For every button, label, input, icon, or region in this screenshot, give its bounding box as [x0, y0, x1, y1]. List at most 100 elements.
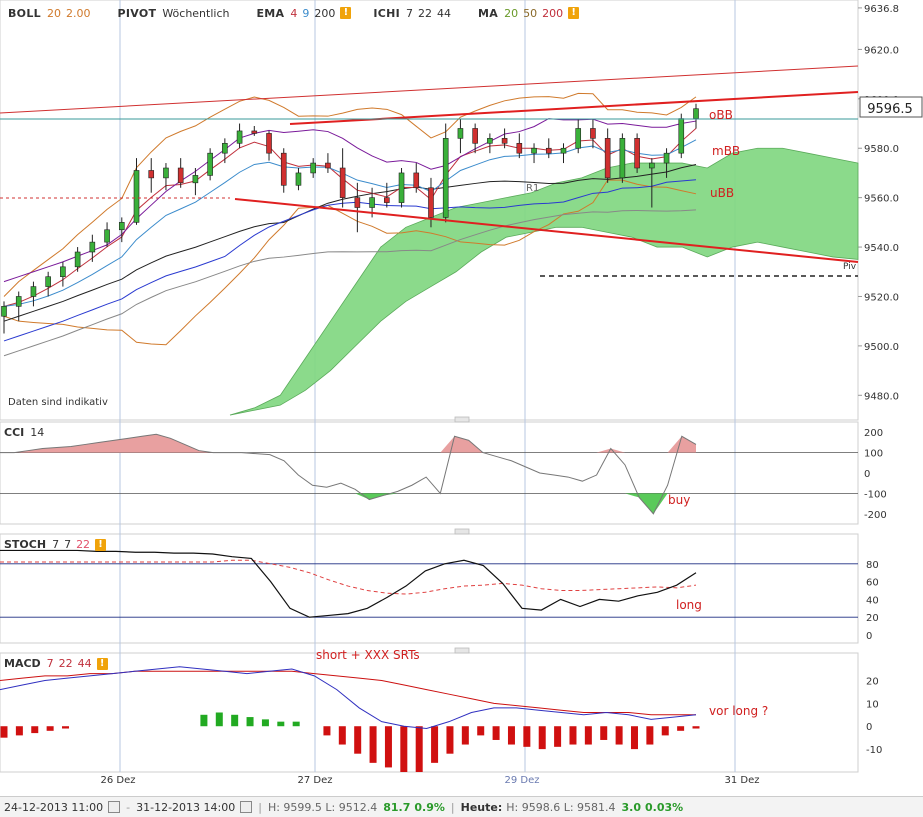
indicator-ema[interactable]: EMA 4 9 200!: [256, 6, 352, 20]
indicator-name: BOLL: [8, 6, 41, 20]
x-tick-label: 27 Dez: [297, 775, 332, 786]
macd-histogram-bar: [692, 726, 700, 729]
stoch-warning-icon[interactable]: !: [95, 538, 107, 551]
macd-histogram-bar: [215, 712, 223, 727]
stoch-tick-label: 60: [866, 578, 879, 589]
stoch-tick-label: 0: [866, 631, 872, 642]
macd-title: MACD 7 22 44 !: [4, 657, 108, 670]
macd-histogram-bar: [569, 726, 577, 745]
macd-histogram-bar: [630, 726, 638, 750]
indicator-name: EMA: [256, 6, 285, 20]
macd-histogram-bar: [15, 726, 23, 736]
candle-body: [590, 128, 596, 139]
cci-tick-label: 200: [864, 428, 883, 439]
indicator-ma[interactable]: MA 20 50 200!: [478, 7, 580, 20]
indicator-param: 9: [302, 6, 310, 20]
candle-body: [413, 172, 420, 189]
macd-histogram-bar: [446, 726, 454, 754]
candle-body: [487, 138, 493, 144]
candle-body: [398, 172, 405, 203]
candle-body: [442, 138, 449, 218]
macd-histogram-bar: [677, 726, 685, 731]
macd-histogram-bar: [615, 726, 623, 745]
today-change-pct: 0.03%: [645, 800, 684, 814]
warning-icon[interactable]: !: [340, 7, 352, 19]
cci-title: CCI 14: [4, 426, 49, 439]
macd-param-1: 7: [46, 657, 54, 670]
calendar-from-icon[interactable]: [108, 801, 121, 813]
candle-body: [251, 130, 258, 134]
candle-body: [604, 138, 611, 179]
indicator-ichi[interactable]: ICHI 7 22 44: [373, 7, 456, 20]
macd-tick-label: 10: [866, 699, 879, 710]
x-tick-label: 31 Dez: [724, 775, 759, 786]
price-tick-label: 9636.8: [864, 4, 899, 15]
x-tick-label: 26 Dez: [100, 775, 135, 786]
stoch-long-label: long: [676, 598, 702, 612]
candle-body: [428, 187, 434, 218]
candle-body: [619, 138, 626, 179]
macd-name: MACD: [4, 657, 41, 670]
candle-body: [663, 152, 670, 164]
candle-body: [148, 170, 155, 179]
macd-histogram-bar: [200, 714, 208, 727]
price-tick-label: 9520.0: [864, 292, 899, 303]
stoch-k-line: [0, 549, 697, 618]
candle-body: [60, 266, 66, 278]
cci-tick-label: 0: [864, 469, 870, 480]
price-tick-label: 9540.0: [864, 243, 899, 254]
candle-body: [163, 167, 169, 179]
macd-warning-icon[interactable]: !: [96, 657, 108, 670]
chart-canvas[interactable]: 26 Dez 27 Dez 29 Dez 31 Dez 9636.8 9620.0 9 60 0…: [0, 0, 923, 796]
cci-name: CCI: [4, 426, 25, 439]
today-change: 3.0: [621, 800, 642, 814]
cci-param: 14: [30, 426, 45, 439]
indicator-param: 44: [437, 6, 452, 20]
macd-vorlong-label: vor long ?: [709, 704, 768, 718]
ichimoku-line: [3, 118, 697, 283]
macd-histogram-bar: [661, 726, 669, 736]
warning-icon[interactable]: !: [568, 7, 580, 19]
stoch-title: STOCH 7 7 22 !: [4, 538, 107, 551]
current-price-box: [859, 96, 923, 118]
macd-histogram-bar: [400, 726, 408, 772]
price-tick-label: 9620.0: [864, 45, 899, 56]
calendar-to-icon[interactable]: [240, 801, 253, 813]
candle-body: [678, 118, 685, 154]
candle-body: [354, 197, 361, 208]
candle-body: [89, 241, 96, 253]
macd-line: [0, 666, 697, 730]
today-separator: |: [450, 800, 455, 814]
macd-histogram-bar: [461, 726, 469, 745]
macd-histogram-bar: [292, 721, 300, 727]
macd-histogram-bar: [354, 726, 362, 754]
candle-body: [236, 130, 243, 144]
cci-buy-label: buy: [668, 493, 690, 507]
macd-histogram-bar: [584, 726, 592, 745]
date-from[interactable]: 24-12-2013 11:00: [4, 800, 104, 814]
indicator-pivot[interactable]: PIVOT Wöchentlich: [117, 7, 234, 20]
macd-histogram-bar: [507, 726, 515, 745]
indicator-param: 4: [290, 6, 298, 20]
candle-body: [222, 142, 228, 154]
macd-tick-label: -10: [866, 745, 882, 756]
candle-body: [384, 197, 390, 203]
macd-histogram-bar: [62, 726, 70, 729]
candle-body: [30, 286, 37, 297]
ma-200-line: [3, 209, 697, 357]
macd-histogram-bar: [323, 726, 331, 736]
candle-body: [133, 170, 140, 223]
macd-tick-label: 0: [866, 722, 872, 733]
cci-tick-label: -100: [864, 489, 887, 500]
indicator-boll[interactable]: BOLL 20 2.00: [8, 7, 95, 20]
candle-body: [118, 222, 125, 231]
stoch-tick-label: 80: [866, 560, 879, 571]
panel-resize-handle-macd: [454, 647, 470, 654]
date-to[interactable]: 31-12-2013 14:00: [136, 800, 236, 814]
stoch-tick-label: 20: [866, 613, 879, 624]
candle-body: [74, 251, 81, 268]
macd-histogram-bar: [231, 714, 239, 727]
indicator-name: PIVOT: [117, 6, 157, 20]
stoch-param-1: 7: [52, 538, 60, 551]
panel-resize-handle-cci: [454, 416, 470, 423]
